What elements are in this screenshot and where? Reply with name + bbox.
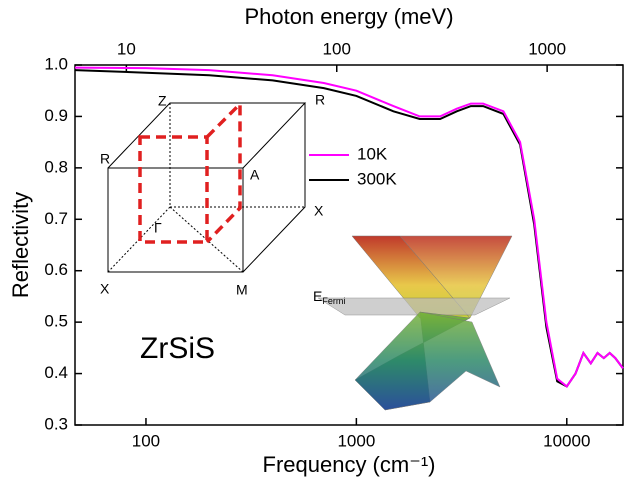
y-tick-label: 0.6 xyxy=(44,260,68,279)
zone-label: A xyxy=(250,167,260,183)
x-tick-label: 100 xyxy=(132,431,160,450)
x2-tick-label: 10 xyxy=(117,39,136,58)
sample-label: ZrSiS xyxy=(140,332,215,365)
legend-label: 10K xyxy=(357,144,388,163)
x-tick-label: 10000 xyxy=(543,431,590,450)
y-tick-label: 0.5 xyxy=(44,312,68,331)
zone-label: X xyxy=(100,281,110,297)
zone-label: R xyxy=(100,151,110,167)
x2-tick-label: 1000 xyxy=(528,39,566,58)
y-tick-label: 1.0 xyxy=(44,54,68,73)
y-tick-label: 0.8 xyxy=(44,157,68,176)
y-tick-label: 0.3 xyxy=(44,414,68,433)
x2-axis-label: Photon energy (meV) xyxy=(244,4,453,29)
y-tick-label: 0.4 xyxy=(44,363,68,382)
brillouin-zone xyxy=(107,99,307,273)
zone-label: X xyxy=(314,203,324,219)
y-axis-label: Reflectivity xyxy=(8,192,33,298)
fermi-sub: Fermi xyxy=(322,296,345,306)
fermi-label: EFermi xyxy=(313,288,345,307)
x-tick-label: 1000 xyxy=(337,431,375,450)
y-tick-label: 0.9 xyxy=(44,106,68,125)
legend-label: 300K xyxy=(357,169,397,188)
zone-label: M xyxy=(236,282,248,298)
x2-tick-label: 100 xyxy=(323,39,351,58)
dirac-cone xyxy=(317,235,513,411)
zone-label: Γ xyxy=(154,220,162,236)
zone-label: Z xyxy=(158,93,167,109)
y-tick-label: 0.7 xyxy=(44,209,68,228)
x-axis-label: Frequency (cm⁻¹) xyxy=(263,452,436,477)
plot-frame xyxy=(74,64,624,426)
series-line xyxy=(74,66,624,388)
zone-label: R xyxy=(315,92,325,108)
fermi-main: E xyxy=(313,288,322,304)
